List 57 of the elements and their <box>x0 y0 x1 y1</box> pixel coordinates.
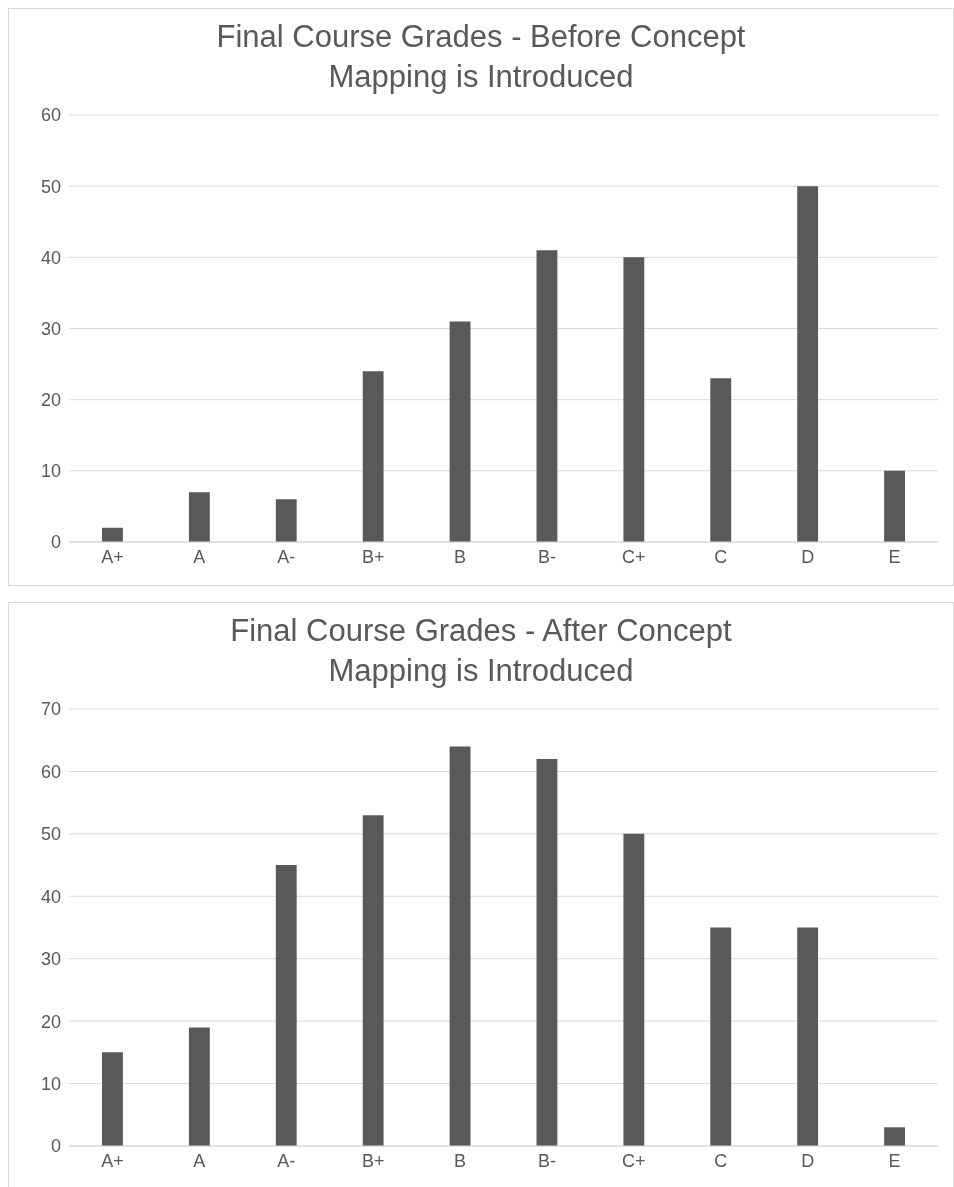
y-tick-label: 60 <box>40 105 61 126</box>
y-tick-label: 60 <box>40 761 61 782</box>
x-tick-label: B+ <box>361 1150 385 1171</box>
bar <box>362 371 384 542</box>
y-tick-label: 0 <box>50 1136 61 1157</box>
x-tick-label: A+ <box>101 1150 124 1171</box>
x-tick-label: C <box>714 1150 728 1171</box>
y-tick-label: 30 <box>40 318 61 339</box>
y-tick-label: 10 <box>40 461 61 482</box>
bar <box>275 499 297 542</box>
bar <box>623 257 645 542</box>
bar <box>884 1127 905 1146</box>
bar <box>188 492 210 542</box>
x-tick-label: A- <box>277 546 296 567</box>
y-tick-label: 10 <box>40 1073 61 1094</box>
bar <box>710 378 732 542</box>
x-tick-label: D <box>801 546 815 567</box>
bar <box>362 815 384 1146</box>
bar <box>102 1052 123 1146</box>
y-tick-label: 70 <box>40 699 61 720</box>
x-tick-label: B- <box>537 1150 556 1171</box>
x-tick-label: B <box>454 546 467 567</box>
bar <box>449 746 471 1146</box>
chart-title: Final Course Grades - Before Concept Mapping is Introduced <box>215 18 747 96</box>
x-tick-label: A- <box>277 1150 296 1171</box>
x-tick-label: E <box>888 546 901 567</box>
bar <box>536 250 558 542</box>
x-tick-label: B- <box>537 546 556 567</box>
chart-title: Final Course Grades - After Concept Mapping is Introduced <box>229 612 733 690</box>
bar <box>102 527 123 542</box>
x-tick-label: A <box>193 1150 206 1171</box>
bar <box>275 865 297 1146</box>
y-tick-label: 50 <box>40 824 61 845</box>
bar <box>623 833 645 1146</box>
bar <box>188 1027 210 1146</box>
bar <box>884 470 905 542</box>
bar <box>797 186 819 542</box>
y-tick-label: 20 <box>40 390 61 411</box>
bar <box>797 927 819 1146</box>
x-tick-label: A <box>193 546 206 567</box>
bar <box>536 758 558 1146</box>
y-tick-label: 0 <box>50 532 61 553</box>
y-tick-label: 30 <box>40 949 61 970</box>
y-tick-label: 40 <box>40 886 61 907</box>
y-tick-label: 40 <box>40 247 61 268</box>
x-tick-label: E <box>888 1150 901 1171</box>
y-tick-label: 50 <box>40 176 61 197</box>
x-tick-label: D <box>801 1150 815 1171</box>
x-tick-label: B+ <box>361 546 385 567</box>
x-tick-label: C+ <box>622 546 646 567</box>
x-tick-label: A+ <box>101 546 124 567</box>
x-tick-label: C+ <box>622 1150 646 1171</box>
x-tick-label: C <box>714 546 728 567</box>
bar <box>710 927 732 1146</box>
bar <box>449 321 471 542</box>
y-tick-label: 20 <box>40 1011 61 1032</box>
x-tick-label: B <box>454 1150 467 1171</box>
